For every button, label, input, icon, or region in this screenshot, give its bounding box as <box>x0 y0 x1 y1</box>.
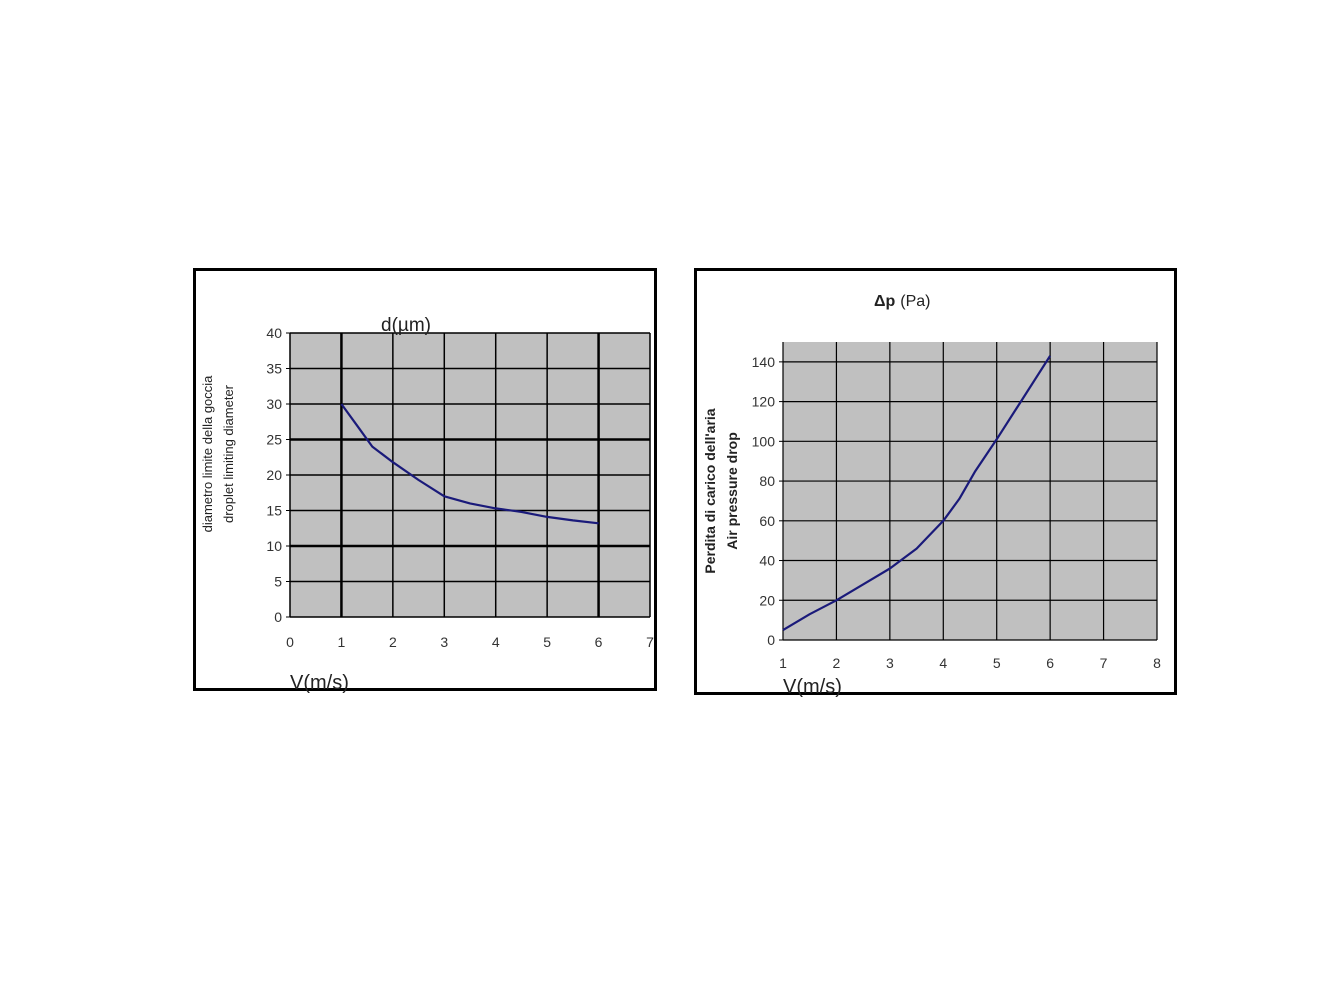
x-axis-label: V(m/s) <box>290 672 349 694</box>
y-axis-label-secondary: Air pressure drop <box>724 432 740 549</box>
x-tick-label: 1 <box>338 634 346 650</box>
series-line <box>340 403 599 525</box>
chart-droplet-diameter: 0 5 10 15 20 25 30 35 40 0 1 2 3 4 5 6 7 V(m/s) diametro l… <box>193 268 657 694</box>
y-tick-label: 25 <box>266 432 282 448</box>
y-tick-label: 5 <box>274 574 282 590</box>
y-tick-label: 15 <box>266 503 282 519</box>
y-tick-label: 120 <box>752 394 776 410</box>
y-axis-label-group: diametro limite della goccia droplet limi… <box>200 375 236 533</box>
chart-title: Δp (Pa) <box>874 293 931 310</box>
x-axis-label: V(m/s) <box>783 676 842 698</box>
x-tick-label: 6 <box>595 634 603 650</box>
series-line <box>782 355 1052 632</box>
x-tick-label: 6 <box>1046 655 1054 671</box>
x-tick-label: 7 <box>1100 655 1108 671</box>
x-tick-label: 1 <box>779 655 787 671</box>
x-tick-label: 4 <box>492 634 500 650</box>
y-tick-label: 30 <box>266 396 282 412</box>
y-tick-label: 10 <box>266 538 282 554</box>
plot-area <box>783 342 1157 640</box>
x-tick-label: 3 <box>886 655 894 671</box>
chart-title-unit: (Pa) <box>900 293 930 310</box>
y-tick-label: 140 <box>752 354 776 370</box>
chart-droplet-diameter-svg: 0 5 10 15 20 25 30 35 40 0 1 2 3 4 5 6 7 V(m/s) diametro l… <box>200 315 654 694</box>
chart-pressure-drop: 0 20 40 60 80 100 120 140 1 2 3 4 5 6 7 8 V(m/s) Perdita … <box>694 268 1177 698</box>
x-tick-label: 2 <box>389 634 397 650</box>
x-tick-label: 5 <box>993 655 1001 671</box>
x-tick-label: 4 <box>939 655 947 671</box>
y-tick-label: 80 <box>759 473 775 489</box>
y-tick-label: 60 <box>759 513 775 529</box>
y-axis-label: diametro limite della goccia <box>200 375 215 533</box>
y-axis-label-group: Perdita di carico dell'aria Air pressure … <box>702 408 740 573</box>
y-tick-label: 40 <box>759 553 775 569</box>
x-tick-label: 0 <box>286 634 294 650</box>
y-axis-label: Perdita di carico dell'aria <box>702 408 718 573</box>
x-tick-label: 5 <box>543 634 551 650</box>
x-tick-label: 8 <box>1153 655 1161 671</box>
chart-pressure-drop-svg: 0 20 40 60 80 100 120 140 1 2 3 4 5 6 7 8 V(m/s) Perdita … <box>702 293 1161 698</box>
y-tick-label: 100 <box>752 433 776 449</box>
y-axis-label-secondary: droplet limiting diameter <box>221 384 236 523</box>
x-tick-label: 3 <box>440 634 448 650</box>
y-tick-label: 0 <box>274 609 282 625</box>
y-tick-label: 35 <box>266 361 282 377</box>
x-tick-label: 2 <box>833 655 841 671</box>
chart-title-symbol: Δp <box>874 293 896 310</box>
y-tick-label: 0 <box>767 632 775 648</box>
y-tick-label: 40 <box>266 325 282 341</box>
y-tick-label: 20 <box>759 592 775 608</box>
y-tick-label: 20 <box>266 467 282 483</box>
x-tick-label: 7 <box>646 634 654 650</box>
chart-title: d(µm) <box>381 315 431 336</box>
